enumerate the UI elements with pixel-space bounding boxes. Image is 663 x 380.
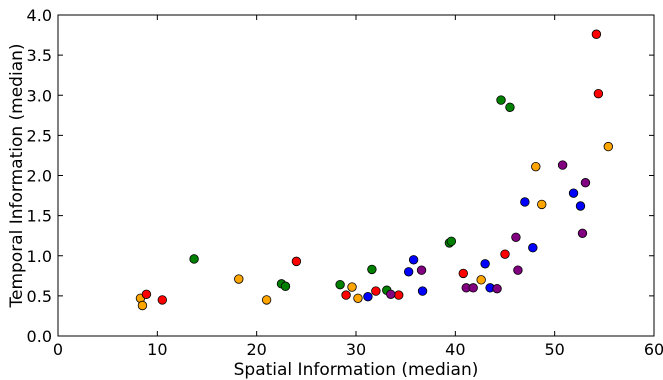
x-tick-label: 50 — [544, 340, 564, 359]
y-tick-label: 2.0 — [27, 167, 52, 186]
data-point-orange — [137, 300, 148, 311]
x-tick-label: 10 — [147, 340, 167, 359]
x-tick-label: 60 — [644, 340, 663, 359]
data-point-red — [157, 295, 168, 305]
data-point-orange — [603, 141, 614, 152]
data-point-purple — [386, 289, 396, 299]
data-point-orange — [476, 275, 486, 285]
y-axis-title: Temporal Information (median) — [7, 43, 27, 308]
data-point-purple — [557, 160, 568, 170]
y-tick-label: 0.5 — [27, 287, 52, 306]
data-point-green — [505, 102, 515, 112]
x-tick-label: 20 — [246, 340, 266, 359]
data-point-orange — [531, 161, 541, 172]
data-point-blue — [480, 259, 490, 269]
x-tick-label: 30 — [346, 340, 366, 359]
y-tick-label: 2.5 — [27, 126, 52, 145]
data-point-purple — [416, 265, 427, 275]
data-point-red — [341, 290, 351, 300]
data-point-purple — [511, 232, 521, 242]
y-tick-label: 1.5 — [27, 207, 52, 226]
y-tick-label: 3.5 — [27, 46, 52, 65]
data-point-blue — [520, 197, 530, 207]
data-point-blue — [408, 255, 419, 265]
data-point-red — [371, 286, 381, 296]
x-tick-label: 0 — [53, 340, 63, 359]
data-point-purple — [513, 265, 523, 275]
data-point-purple — [580, 178, 591, 188]
x-tick-label: 40 — [445, 340, 465, 359]
points-layer — [135, 29, 614, 311]
data-point-green — [280, 281, 291, 291]
data-point-orange — [261, 295, 272, 305]
data-point-green — [335, 279, 345, 290]
data-point-orange — [537, 199, 547, 210]
data-point-blue — [417, 286, 428, 296]
data-point-orange — [347, 282, 357, 292]
data-point-red — [591, 29, 602, 39]
y-tick-label: 3.0 — [27, 86, 52, 105]
data-point-green — [446, 236, 457, 247]
data-point-green — [496, 95, 506, 105]
data-point-blue — [575, 201, 586, 211]
data-point-orange — [234, 274, 244, 284]
data-point-orange — [353, 293, 363, 303]
y-tick-label: 4.0 — [27, 6, 52, 25]
y-tick-label: 0.0 — [27, 327, 52, 346]
data-point-green — [189, 254, 199, 264]
data-point-red — [458, 268, 468, 279]
data-point-blue — [403, 267, 414, 277]
y-tick-label: 1.0 — [27, 247, 52, 266]
data-point-blue — [528, 243, 538, 253]
data-point-green — [367, 264, 377, 275]
x-axis-title: Spatial Information (median) — [234, 360, 479, 380]
data-point-purple — [492, 283, 502, 294]
data-point-purple — [468, 283, 478, 293]
data-point-red — [141, 289, 152, 299]
data-point-red — [291, 256, 302, 267]
data-point-blue — [363, 291, 373, 302]
ticks-layer: 0 10 20 30 40 50 60 0.0 0.5 1.0 1.5 2.0 2.5 3.0 3.5 4.0 — [27, 6, 663, 359]
data-point-blue — [568, 188, 579, 198]
data-point-red — [500, 249, 510, 259]
data-point-purple — [577, 228, 588, 238]
data-point-red — [394, 290, 404, 300]
data-point-red — [593, 88, 604, 99]
